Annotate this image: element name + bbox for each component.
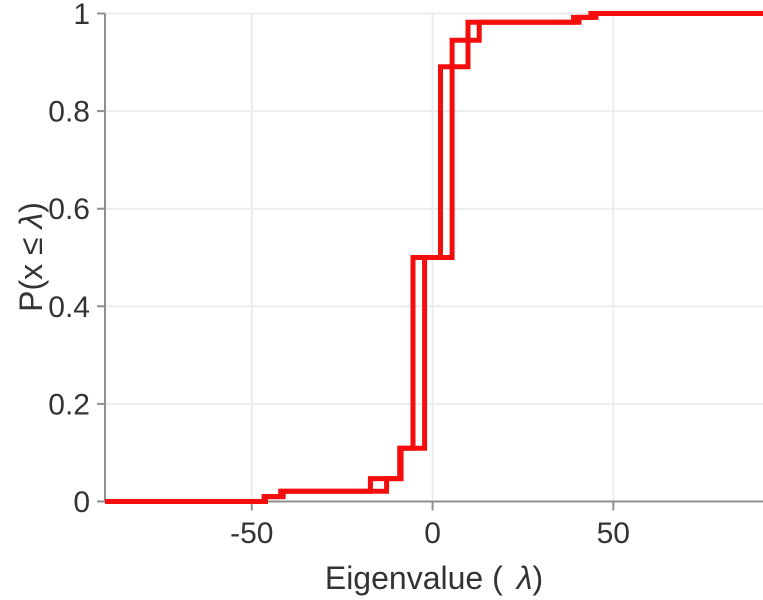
x-tick-label: 50: [597, 517, 630, 550]
y-tick-label: 0.2: [48, 388, 90, 421]
y-axis-label: P(x ≤ λ): [13, 202, 49, 312]
y-tick-label: 0.6: [48, 193, 90, 226]
y-axis-lambda: λ: [13, 213, 49, 231]
y-tick-label: 0.4: [48, 291, 90, 324]
y-tick-label: 0: [73, 486, 90, 519]
tick-labels: -50 0 50 0 0.2 0.4 0.6 0.8 1: [48, 0, 630, 550]
x-axis-lambda: λ: [515, 560, 533, 596]
ecdf-curve-2: [105, 11, 763, 504]
x-tick-label: 0: [424, 517, 441, 550]
y-tick-label: 0.8: [48, 96, 90, 129]
axes: [97, 12, 763, 511]
grid-lines: [105, 12, 763, 502]
y-tick-label: 1: [73, 0, 90, 31]
x-axis-label-close: ): [532, 560, 543, 596]
y-axis-label-text: P(x ≤: [13, 229, 49, 312]
ecdf-curves: [105, 11, 763, 504]
y-axis-label-close: ): [13, 202, 49, 213]
x-axis-label: Eigenvalue ( λ): [325, 560, 543, 596]
x-tick-label: -50: [230, 517, 273, 550]
x-axis-label-text: Eigenvalue (: [325, 560, 503, 596]
